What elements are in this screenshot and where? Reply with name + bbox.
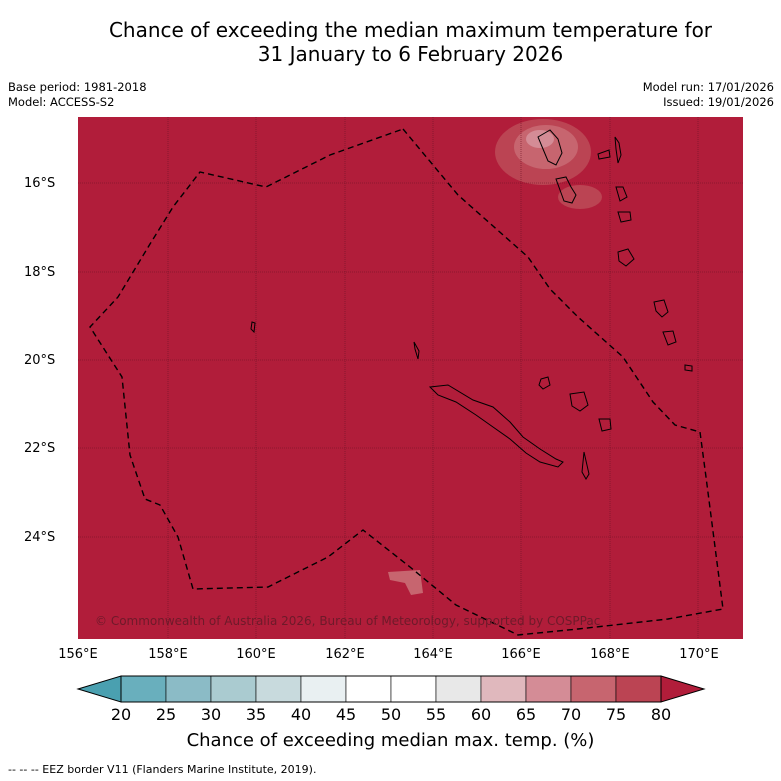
colorbar-tick: 45 (335, 705, 357, 724)
title-line-2: 31 January to 6 February 2026 (257, 42, 564, 66)
colorbar-tick: 20 (110, 705, 132, 724)
lon-label: 156°E (58, 647, 98, 662)
lon-label: 166°E (501, 647, 541, 662)
issued-date: Issued: 19/01/2026 (663, 95, 774, 109)
colorbar-segment (210, 675, 257, 703)
island-aneityum (662, 330, 677, 346)
lat-label: 18°S (24, 265, 56, 280)
model-name: Model: ACCESS-S2 (8, 95, 115, 109)
island-epi (615, 186, 628, 202)
copyright-text: © Commonwealth of Australia 2026, Bureau… (95, 614, 601, 628)
colorbar-segment (390, 675, 437, 703)
colorbar-low-arrow (76, 675, 122, 703)
lat-label: 16°S (24, 176, 56, 191)
graticule (78, 117, 743, 639)
lon-label: 160°E (236, 647, 276, 662)
colorbar-segment (615, 675, 662, 703)
colorbar-tick: 35 (245, 705, 267, 724)
colorbar-segment (255, 675, 302, 703)
colorbar-segment (345, 675, 392, 703)
colorbar-title: Chance of exceeding median max. temp. (%… (186, 730, 595, 751)
island-mare (598, 418, 612, 432)
colorbar-tick: 75 (605, 705, 627, 724)
colorbar-segment (120, 675, 167, 703)
colorbar-segment (480, 675, 527, 703)
island-tanna (653, 299, 669, 318)
colorbar-segment (570, 675, 617, 703)
island-erromango (617, 248, 635, 267)
anomaly-patch-65 (526, 130, 554, 148)
title-line-1: Chance of exceeding the median maximum t… (108, 18, 713, 42)
lon-label: 164°E (413, 647, 453, 662)
colorbar-tick: 25 (155, 705, 177, 724)
island-maewo (614, 136, 622, 164)
island-efate (617, 211, 632, 223)
model-run: Model run: 17/01/2026 (642, 80, 774, 94)
colorbar-tick: 55 (425, 705, 447, 724)
islands (250, 129, 693, 480)
island-belep (413, 341, 420, 360)
colorbar-segment (525, 675, 572, 703)
colorbar-high-arrow (660, 675, 706, 703)
colorbar-frame (120, 675, 662, 703)
island-new-caledonia (428, 384, 564, 468)
colorbar-segments (120, 675, 662, 703)
anomaly-patch-south (388, 570, 423, 595)
island-ouvea (538, 376, 551, 390)
lon-label: 162°E (325, 647, 365, 662)
island-ambae (597, 149, 611, 160)
lat-label: 22°S (24, 441, 56, 456)
eez-legend: -- -- -- EEZ border V11 (Flanders Marine… (8, 763, 317, 776)
colorbar (76, 675, 706, 703)
meta-right: Model run: 17/01/2026 Issued: 19/01/2026 (643, 80, 774, 110)
island-malekula (555, 176, 577, 204)
lon-label: 170°E (679, 647, 719, 662)
island-isle-pins (581, 451, 590, 480)
colorbar-tick: 60 (470, 705, 492, 724)
map-svg (78, 117, 743, 639)
island-reef-west (250, 321, 256, 334)
eez-border (89, 128, 724, 636)
colorbar-tick: 50 (380, 705, 402, 724)
base-period: Base period: 1981-2018 (8, 80, 147, 94)
colorbar-tick: 70 (560, 705, 582, 724)
colorbar-tick: 40 (290, 705, 312, 724)
colorbar-segment (300, 675, 347, 703)
colorbar-segment (165, 675, 212, 703)
lat-label: 24°S (24, 530, 56, 545)
island-matthew (684, 364, 693, 372)
map-background (78, 117, 743, 639)
lon-label: 168°E (590, 647, 630, 662)
lat-label: 20°S (24, 353, 56, 368)
meta-left: Base period: 1981-2018 Model: ACCESS-S2 (8, 80, 147, 110)
colorbar-tick: 65 (515, 705, 537, 724)
lon-label: 158°E (148, 647, 188, 662)
anomaly-patch-75b (558, 185, 602, 209)
map-panel[interactable] (78, 117, 743, 639)
island-lifou (569, 391, 589, 412)
map-title: Chance of exceeding the median maximum t… (0, 18, 781, 66)
colorbar-tick: 80 (650, 705, 672, 724)
island-espiritu-santo (537, 129, 563, 166)
colorbar-tick: 30 (200, 705, 222, 724)
colorbar-segment (435, 675, 482, 703)
